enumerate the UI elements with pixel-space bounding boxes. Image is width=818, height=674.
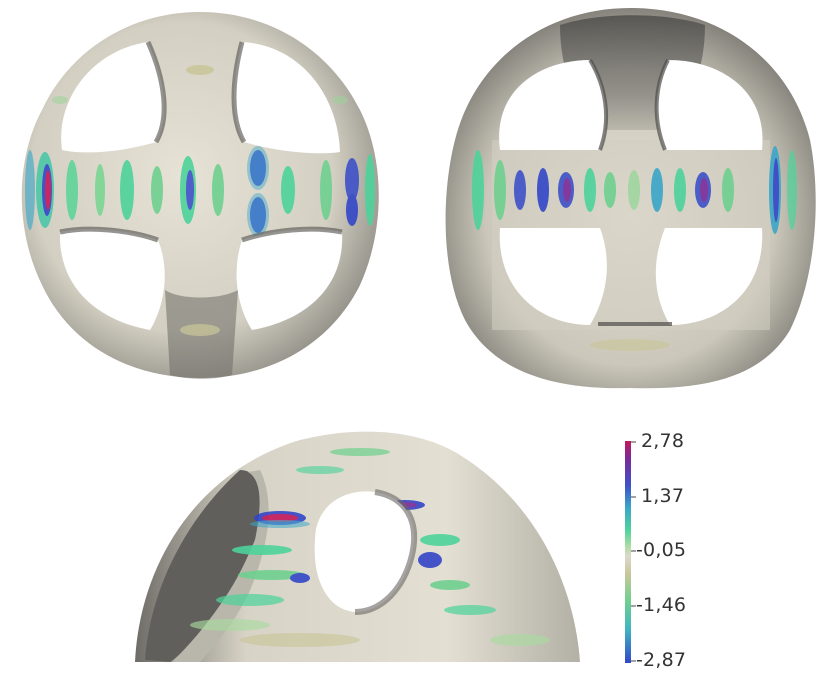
oblique-hole-top-right (656, 60, 763, 150)
colorbar-label-max: 2,78 (641, 430, 685, 452)
oblique-holes (499, 60, 763, 325)
colorbar-label-4: -1,46 (636, 594, 687, 616)
front-hole-top-left (61, 42, 165, 153)
oblique-bands (472, 146, 797, 351)
front-hole-bottom-right (236, 229, 343, 330)
oblique-hole-bottom-right (655, 228, 763, 325)
oblique-hole-bottom-left (499, 228, 607, 325)
front-holes (59, 42, 343, 330)
front-bands (25, 65, 375, 336)
front-hole-bottom-left (59, 229, 165, 330)
oblique-view (445, 8, 816, 389)
oblique-hole-top-left (499, 60, 607, 150)
side-hole (314, 491, 415, 612)
colorbar-label-2: 1,37 (641, 485, 685, 507)
colorbar-label-mid: -0,05 (636, 539, 687, 561)
colorbar (625, 441, 636, 663)
side-view (135, 431, 580, 662)
colorbar-ticks (631, 441, 636, 662)
colorbar-gradient (625, 441, 631, 663)
front-hole-top-right (234, 42, 340, 154)
colorbar-label-min: -2,87 (636, 649, 687, 671)
front-view (21, 12, 379, 379)
